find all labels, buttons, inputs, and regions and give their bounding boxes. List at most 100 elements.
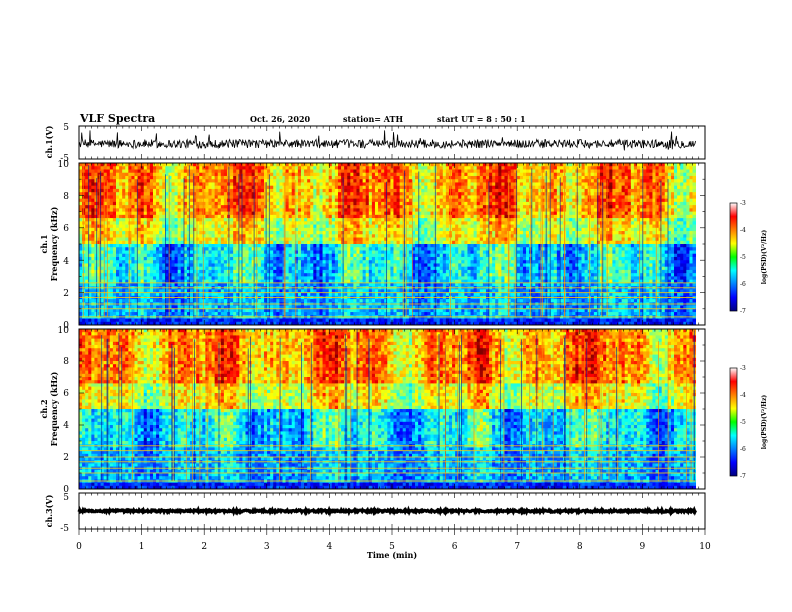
spectrogram-cell bbox=[313, 214, 317, 219]
spectrogram-cell bbox=[220, 205, 225, 209]
spectrogram-cell bbox=[128, 289, 132, 293]
spectrogram-cell bbox=[196, 282, 200, 287]
spectrogram-cell bbox=[297, 260, 302, 264]
spectrogram-cell bbox=[307, 282, 311, 287]
spectrogram-cell bbox=[347, 266, 351, 271]
spectrogram-cell bbox=[217, 188, 222, 193]
spectrogram-cell bbox=[193, 231, 197, 235]
spectrogram-cell bbox=[267, 312, 271, 316]
spectrogram-cell bbox=[245, 166, 249, 170]
spectrogram-cell bbox=[177, 231, 182, 235]
spectrogram-cell bbox=[196, 224, 200, 229]
spectrogram-cell bbox=[236, 188, 240, 193]
spectrogram-cell bbox=[199, 260, 203, 264]
spectrogram-cell bbox=[183, 175, 188, 180]
spectrogram-cell bbox=[140, 172, 145, 177]
spectrogram-cell bbox=[236, 266, 240, 271]
spectrogram-cell bbox=[223, 234, 228, 238]
spectrogram-cell bbox=[291, 321, 296, 326]
spectrogram-cell bbox=[316, 198, 320, 203]
spectrogram-cell bbox=[137, 195, 142, 200]
spectrogram-cell bbox=[88, 318, 92, 323]
spectrogram-cell bbox=[140, 289, 145, 293]
spectrogram-cell bbox=[79, 312, 83, 316]
spectrogram-cell bbox=[304, 250, 308, 255]
spectrogram-cell bbox=[94, 292, 98, 297]
spectrogram-cell bbox=[353, 318, 357, 323]
spectrogram-cell bbox=[152, 282, 157, 287]
spectrogram-cell bbox=[171, 269, 175, 274]
spectrogram-cell bbox=[137, 185, 142, 190]
spectrogram-cell bbox=[131, 321, 135, 326]
spectrogram-cell bbox=[193, 299, 197, 303]
spectrogram-cell bbox=[208, 308, 212, 313]
spectrogram-cell bbox=[325, 279, 330, 284]
spectrogram-cell bbox=[119, 244, 123, 248]
spectrogram-cell bbox=[106, 308, 111, 313]
spectrogram-cell bbox=[106, 169, 111, 174]
spectrogram-cell bbox=[183, 237, 188, 242]
spectrogram-cell bbox=[291, 205, 296, 209]
spectrogram-cell bbox=[304, 192, 308, 196]
spectrogram-cell bbox=[260, 208, 265, 212]
spectrogram-cell bbox=[267, 282, 271, 287]
spectrogram-cell bbox=[217, 205, 222, 209]
spectrogram-cell bbox=[291, 289, 296, 293]
spectrogram-cell bbox=[171, 260, 175, 264]
spectrogram-cell bbox=[100, 247, 105, 251]
spectrogram-cell bbox=[171, 282, 175, 287]
spectrogram-cell bbox=[288, 185, 293, 190]
spectrogram-cell bbox=[149, 253, 154, 258]
spectrogram-cell bbox=[217, 318, 222, 323]
spectrogram-cell bbox=[270, 234, 274, 238]
spectrogram-cell bbox=[347, 250, 351, 255]
spectrogram-cell bbox=[85, 244, 89, 248]
spectrogram-cell bbox=[199, 240, 203, 245]
spectrogram-cell bbox=[112, 247, 117, 251]
spectrogram-cell bbox=[159, 172, 163, 177]
spectrogram-cell bbox=[337, 192, 342, 196]
spectrogram-cell bbox=[199, 192, 203, 196]
spectrogram-cell bbox=[285, 299, 290, 303]
spectrogram-cell bbox=[257, 289, 262, 293]
spectrogram-cell bbox=[236, 269, 240, 274]
spectrogram-cell bbox=[220, 185, 225, 190]
spectrogram-cell bbox=[205, 182, 209, 187]
spectrogram-cell bbox=[168, 179, 172, 183]
spectrogram-cell bbox=[353, 299, 357, 303]
spectrogram-cell bbox=[125, 224, 129, 229]
spectrogram-cell bbox=[125, 218, 129, 222]
spectrogram-cell bbox=[270, 175, 274, 180]
spectrogram-cell bbox=[149, 308, 154, 313]
spectrogram-cell bbox=[344, 260, 348, 264]
spectrogram-cell bbox=[134, 308, 138, 313]
spectrogram-cell bbox=[171, 169, 175, 174]
spectrogram-cell bbox=[214, 305, 219, 310]
spectrogram-cell bbox=[168, 208, 172, 212]
spectrogram-cell bbox=[220, 211, 225, 216]
spectrogram-cell bbox=[257, 308, 262, 313]
spectrogram-cell bbox=[91, 260, 95, 264]
spectrogram-cell bbox=[267, 205, 271, 209]
spectrogram-cell bbox=[220, 237, 225, 242]
spectrogram-cell bbox=[239, 179, 243, 183]
spectrogram-cell bbox=[291, 166, 296, 170]
spectrogram-cell bbox=[85, 263, 89, 268]
spectrogram-cell bbox=[85, 250, 89, 255]
spectrogram-cell bbox=[168, 250, 172, 255]
spectrogram-cell bbox=[260, 305, 265, 310]
spectrogram-cell bbox=[211, 195, 216, 200]
spectrogram-cell bbox=[214, 195, 219, 200]
spectrogram-cell bbox=[350, 227, 354, 232]
spectrogram-cell bbox=[97, 166, 101, 170]
spectrogram-cell bbox=[337, 169, 342, 174]
spectrogram-cell bbox=[82, 169, 86, 174]
spectrogram-cell bbox=[304, 292, 308, 297]
spectrogram-cell bbox=[196, 211, 200, 216]
spectrogram-cell bbox=[131, 305, 135, 310]
spectrogram-cell bbox=[140, 214, 145, 219]
spectrogram-cell bbox=[165, 308, 169, 313]
spectrogram-cell bbox=[257, 205, 262, 209]
spectrogram-cell bbox=[347, 205, 351, 209]
spectrogram-cell bbox=[174, 163, 179, 167]
